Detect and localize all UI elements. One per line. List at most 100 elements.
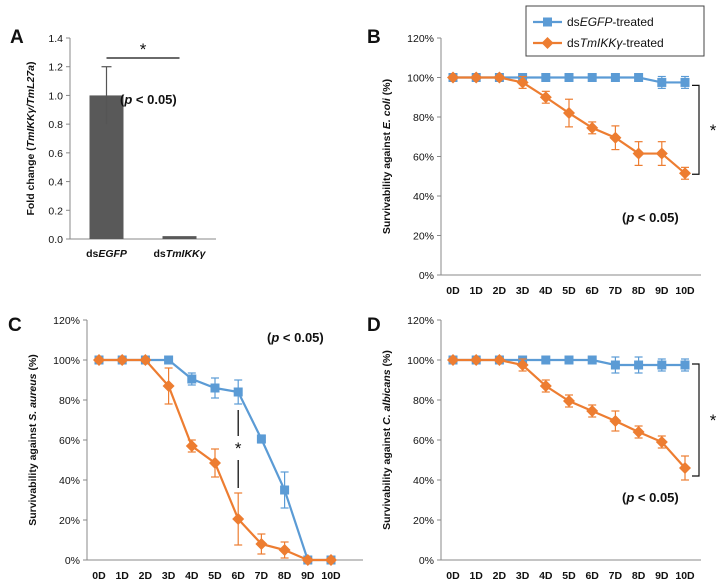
y-tick-label: 0.8: [48, 119, 63, 131]
x-tick-label: 3D: [162, 570, 176, 582]
y-tick-label: 20%: [413, 515, 434, 527]
data-point-egfp: [587, 73, 597, 82]
x-tick-label: 8D: [632, 570, 646, 582]
p-value-text: (p < 0.05): [267, 330, 324, 345]
series-line-tmikk: [453, 358, 686, 469]
y-tick-label: 20%: [59, 515, 80, 527]
data-point-egfp: [587, 355, 597, 365]
data-point-tmikk: [539, 91, 552, 104]
y-tick-label: 120%: [53, 315, 80, 327]
data-point-tmikk: [632, 426, 645, 438]
y-tick-label: 40%: [413, 475, 434, 487]
y-axis-label: Survivability against C. albicans (%): [381, 350, 393, 530]
x-tick-label: 2D: [139, 570, 153, 582]
y-tick-label: 120%: [407, 33, 434, 45]
y-tick-label: 0%: [419, 555, 434, 567]
y-tick-label: 100%: [407, 73, 434, 85]
data-point-tmikk: [447, 354, 459, 366]
y-tick-label: 60%: [59, 435, 80, 447]
data-point-tmikk: [232, 513, 245, 525]
panel-b: B 0% 20% 40% 60% 80% 100% 120% 0D 1D 2D 3D 4D 5D 6D 7D…: [367, 27, 717, 297]
y-tick-label: 40%: [59, 475, 80, 487]
x-tick-label: 6D: [585, 570, 599, 582]
panel-c: C 0% 20% 40% 60% 80% 100% 120% 0D 1D 2D 3D 4D 5D 6D 7D…: [8, 315, 363, 582]
y-tick-label: 0.6: [48, 148, 63, 160]
y-tick-label: 1.2: [48, 62, 63, 74]
significance-star: *: [235, 439, 242, 458]
legend-label: dsEGFP-treated: [567, 15, 654, 29]
p-value-text: (p < 0.05): [622, 210, 679, 225]
y-tick-label: 80%: [59, 395, 80, 407]
legend: dsEGFP-treated dsTmIKKγ-treated: [525, 5, 705, 57]
x-tick-label: 2D: [493, 570, 507, 582]
data-point-tmikk: [655, 147, 668, 160]
data-point-tmikk: [162, 380, 175, 392]
data-point-tmikk: [586, 405, 599, 417]
data-point-tmikk: [139, 354, 152, 366]
y-tick-label: 0.4: [48, 177, 63, 189]
significance-star: *: [710, 121, 717, 140]
data-point-egfp: [680, 360, 690, 370]
significance-bracket: [692, 363, 700, 477]
data-point-egfp: [210, 383, 220, 393]
data-point-tmikk: [470, 354, 483, 366]
data-point-tmikk: [516, 359, 529, 371]
data-point-tmikk: [185, 440, 198, 452]
x-tick-label: 0D: [446, 285, 460, 297]
x-category-label: dsEGFP: [86, 248, 128, 260]
data-point-tmikk: [679, 167, 691, 180]
x-tick-label: 6D: [231, 570, 245, 582]
data-point-tmikk: [586, 121, 599, 134]
y-axis-label: Fold change (TmIKKγ/TmL27a): [25, 61, 37, 215]
x-tick-label: 8D: [632, 285, 646, 297]
significance-star: *: [140, 40, 147, 59]
x-tick-label: 4D: [539, 285, 553, 297]
x-tick-label: 0D: [92, 570, 106, 582]
data-point-egfp: [280, 485, 290, 495]
data-point-tmikk: [539, 380, 552, 392]
x-tick-label: 7D: [255, 570, 269, 582]
y-tick-label: 80%: [413, 112, 434, 124]
p-value-text: (p < 0.05): [120, 92, 177, 107]
legend-box: [525, 5, 705, 57]
x-tick-label: 4D: [539, 570, 553, 582]
data-point-egfp: [541, 73, 551, 82]
y-tick-label: 120%: [407, 315, 434, 327]
data-point-tmikk: [255, 538, 268, 550]
data-point-egfp: [541, 355, 551, 365]
data-point-tmikk: [609, 415, 622, 427]
y-axis-label: Survivability against S. aureus (%): [27, 354, 39, 526]
x-category-label: dsTmIKKγ: [154, 248, 207, 260]
y-tick-label: 40%: [413, 191, 434, 203]
significance-bracket: [692, 84, 700, 175]
x-tick-label: 9D: [655, 285, 669, 297]
y-tick-label: 20%: [413, 231, 434, 243]
x-tick-label: 9D: [301, 570, 315, 582]
y-tick-label: 1.4: [48, 33, 63, 45]
data-point-egfp: [187, 374, 197, 384]
data-point-egfp: [610, 360, 620, 370]
panel-c-letter: C: [8, 315, 22, 336]
bar: [162, 236, 197, 239]
data-point-tmikk: [679, 462, 691, 474]
y-tick-label: 0%: [65, 555, 80, 567]
data-point-egfp: [634, 360, 644, 370]
data-point-egfp: [680, 77, 690, 87]
x-tick-label: 6D: [585, 285, 599, 297]
data-point-tmikk: [470, 71, 483, 84]
panel-b-letter: B: [367, 27, 381, 48]
data-point-egfp: [564, 355, 574, 365]
y-tick-label: 100%: [407, 355, 434, 367]
x-tick-label: 1D: [469, 570, 483, 582]
y-tick-label: 100%: [53, 355, 80, 367]
legend-label: dsTmIKKγ-treated: [567, 36, 664, 50]
data-point-egfp: [256, 434, 266, 444]
x-tick-label: 10D: [675, 285, 695, 297]
data-point-egfp: [634, 73, 644, 82]
y-tick-label: 1.0: [48, 90, 63, 102]
data-point-tmikk: [632, 147, 645, 160]
data-point-tmikk: [325, 554, 337, 566]
data-point-egfp: [657, 360, 667, 370]
data-point-tmikk: [563, 395, 575, 407]
p-value-text: (p < 0.05): [622, 490, 679, 505]
